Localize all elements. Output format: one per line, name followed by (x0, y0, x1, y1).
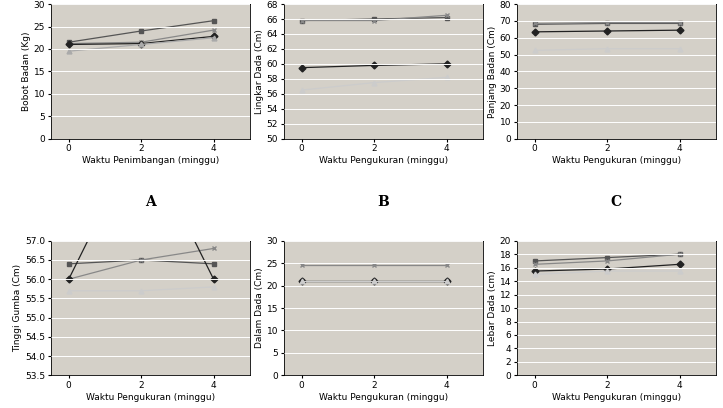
X-axis label: Waktu Penimbangan (minggu): Waktu Penimbangan (minggu) (82, 156, 219, 165)
X-axis label: Waktu Pengukuran (minggu): Waktu Pengukuran (minggu) (552, 392, 681, 402)
X-axis label: Waktu Pengukuran (minggu): Waktu Pengukuran (minggu) (85, 392, 215, 402)
Text: C: C (611, 195, 622, 209)
X-axis label: Waktu Pengukuran (minggu): Waktu Pengukuran (minggu) (552, 156, 681, 165)
Y-axis label: Panjang Badan (Cm): Panjang Badan (Cm) (488, 25, 497, 118)
Y-axis label: Dalam Dada (Cm): Dalam Dada (Cm) (254, 268, 264, 348)
X-axis label: Waktu Pengukuran (minggu): Waktu Pengukuran (minggu) (319, 156, 448, 165)
Text: B: B (377, 195, 389, 209)
Y-axis label: Lebar Dada (cm): Lebar Dada (cm) (488, 270, 497, 346)
Y-axis label: Tinggi Gumba (Cm): Tinggi Gumba (Cm) (13, 264, 22, 352)
Y-axis label: Lingkar Dada (Cm): Lingkar Dada (Cm) (254, 29, 264, 114)
Text: A: A (145, 195, 155, 209)
Y-axis label: Bobot Badan (Kg): Bobot Badan (Kg) (22, 32, 31, 111)
X-axis label: Waktu Pengukuran (minggu): Waktu Pengukuran (minggu) (319, 392, 448, 402)
